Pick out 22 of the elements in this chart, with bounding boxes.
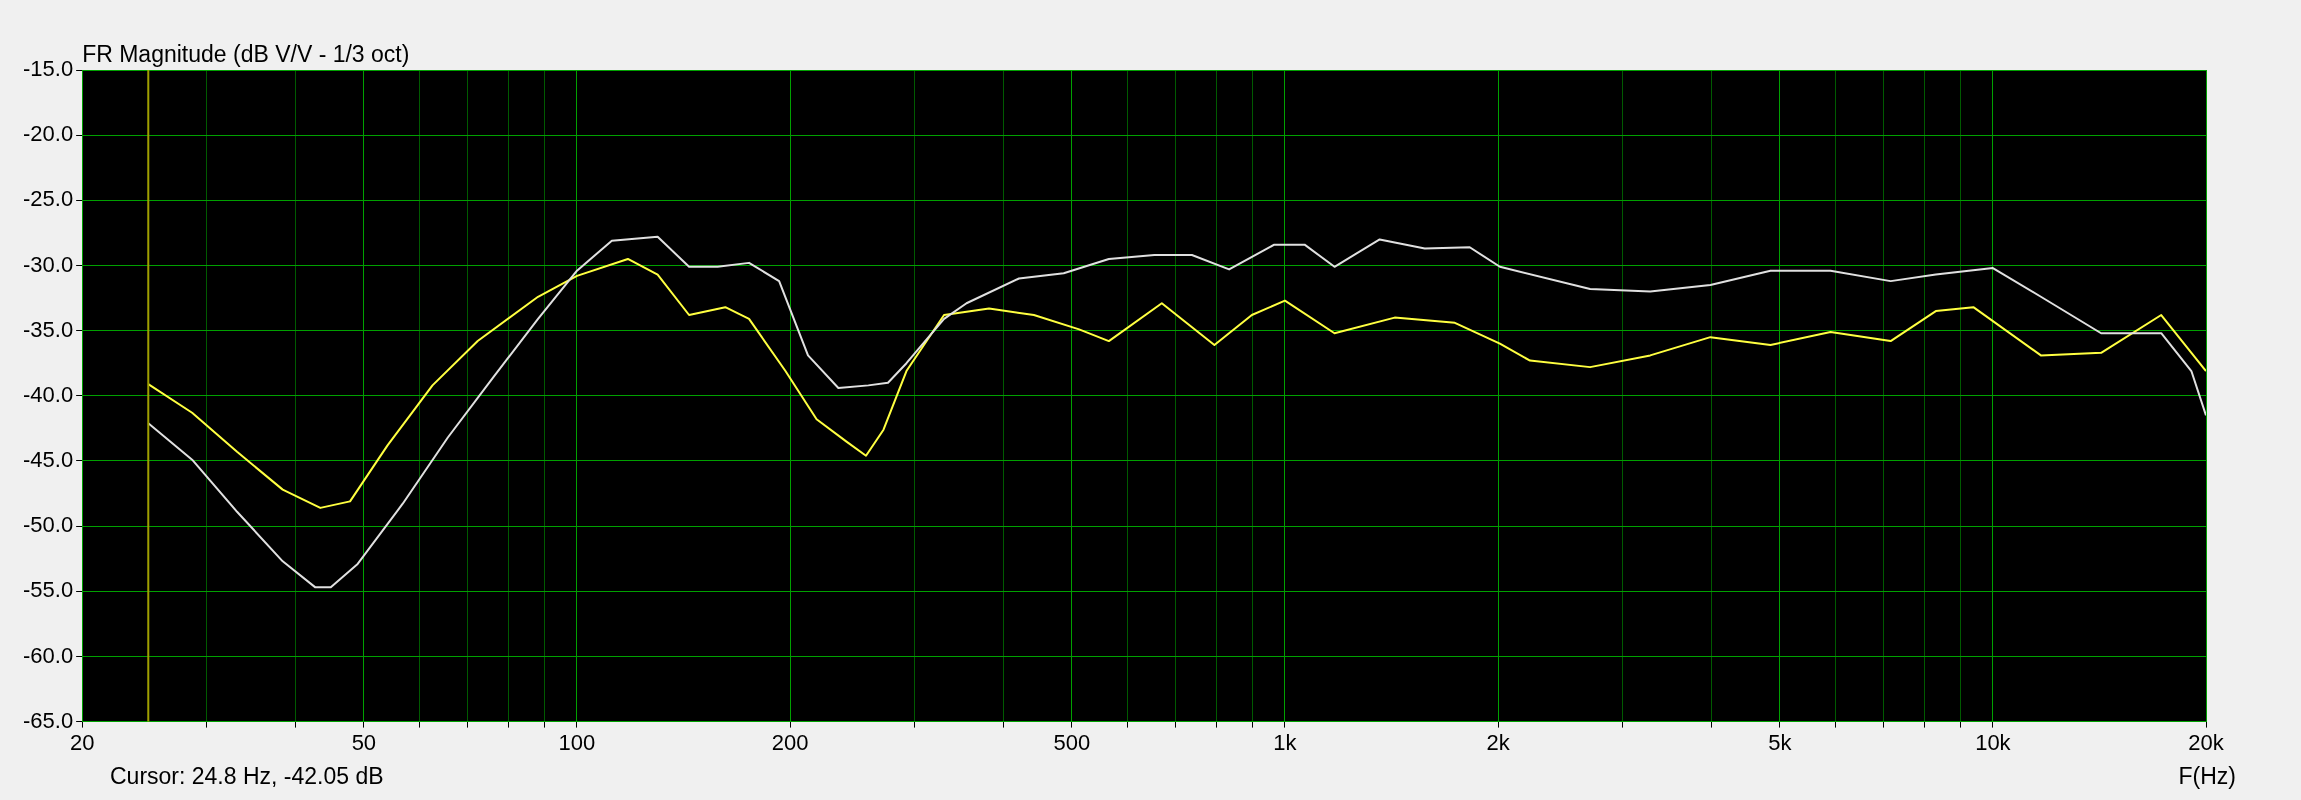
y-tick-label: -35.0: [22, 316, 74, 342]
chart-title: FR Magnitude (dB V/V - 1/3 oct): [82, 41, 410, 67]
y-tick-label: -50.0: [22, 512, 74, 538]
x-tick-label: 1k: [1273, 729, 1298, 755]
x-tick-label: 20k: [2188, 729, 2225, 755]
y-tick-label: -15.0: [22, 56, 74, 82]
x-axis-title: F(Hz): [2178, 762, 2236, 789]
x-tick-label: 2k: [1486, 729, 1511, 755]
y-tick-label: -30.0: [22, 251, 74, 277]
y-tick-label: -20.0: [22, 121, 74, 147]
x-tick-label: 500: [1053, 729, 1091, 755]
x-tick-label: 5k: [1768, 729, 1793, 755]
y-tick-label: -60.0: [22, 642, 74, 668]
x-tick-label: 50: [351, 729, 377, 755]
y-tick-label: -55.0: [22, 577, 74, 603]
x-tick-label: 10k: [1975, 729, 2012, 755]
y-tick-label: -25.0: [22, 186, 74, 212]
text: Cursor: 24.8 Hz, -42.05 dB: [110, 762, 384, 789]
y-tick-label: -40.0: [22, 381, 74, 407]
y-tick-label: -45.0: [22, 447, 74, 473]
x-tick-label: 100: [558, 729, 596, 755]
x-tick-label: 200: [771, 729, 809, 755]
